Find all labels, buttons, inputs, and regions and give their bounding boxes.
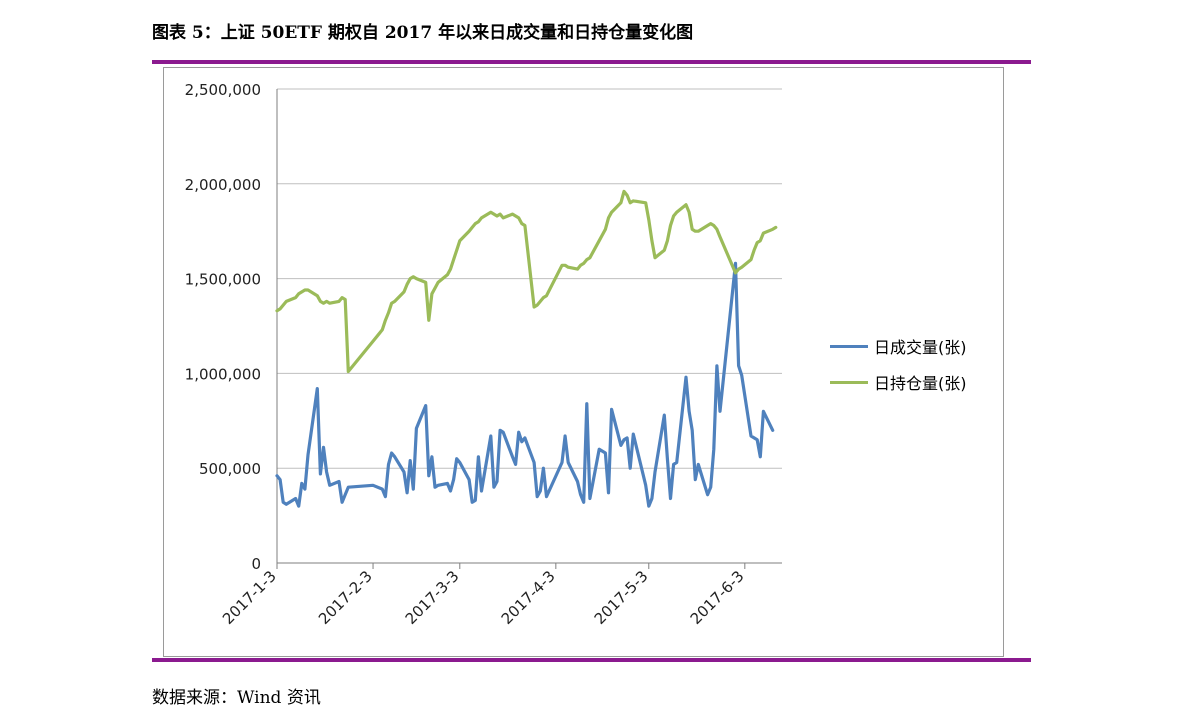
legend-item-volume: 日成交量(张) [830,328,967,364]
y-tick-label: 500,000 [199,460,261,478]
y-tick-label: 2,000,000 [185,176,261,194]
legend-swatch-volume [830,344,868,348]
y-tick-label: 0 [251,555,261,573]
series-lines [275,189,778,508]
chart-legend: 日成交量(张) 日持仓量(张) [830,328,967,400]
legend-label-volume: 日成交量(张) [874,338,967,357]
figure-title: 图表 5：上证 50ETF 期权自 2017 年以来日成交量和日持仓量变化图 [152,23,694,43]
axes: 0 500,000 1,000,000 1,500,000 2,000,000 2,500… [185,81,782,628]
top-divider [152,60,1031,64]
x-tick-label: 2017-1-3 [219,567,280,628]
y-tick-label: 1,000,000 [185,365,261,383]
legend-item-open-interest: 日持仓量(张) [830,364,967,400]
legend-swatch-open-interest [830,380,868,384]
source-note: 数据来源：Wind 资讯 [152,688,321,708]
bottom-divider [152,658,1031,662]
series-line-open-interest [275,189,778,374]
legend-label-open-interest: 日持仓量(张) [874,374,967,393]
y-tick-label: 1,500,000 [185,271,261,289]
x-tick-label: 2017-6-3 [687,567,748,628]
line-chart: 0 500,000 1,000,000 1,500,000 2,000,000 2,500… [185,81,782,628]
x-tick-label: 2017-2-3 [315,567,376,628]
x-tick-label: 2017-3-3 [402,567,463,628]
x-tick-label: 2017-5-3 [591,567,652,628]
series-line-volume [275,261,775,508]
y-tick-label: 2,500,000 [185,81,261,99]
chart-frame: 0 500,000 1,000,000 1,500,000 2,000,000 2,500… [163,67,1004,657]
x-tick-label: 2017-4-3 [498,567,559,628]
